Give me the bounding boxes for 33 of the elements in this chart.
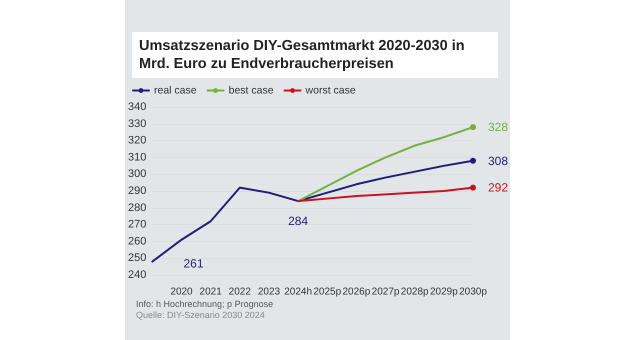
y-tick-label: 250 (128, 252, 146, 264)
y-tick-label: 300 (128, 168, 146, 180)
x-tick-label: 2028p (400, 286, 430, 298)
chart-title: Umsatzszenario DIY-Gesamtmarkt 2020-2030 in Mrd. Euro zu Endverbraucherpreisen (132, 32, 498, 78)
y-tick-label: 330 (128, 118, 146, 130)
text: Info: h Hochrechnung; p Prognose (136, 299, 274, 310)
y-tick-label: 280 (128, 202, 146, 214)
x-tick-label: 2023 (258, 286, 281, 298)
data-label: 308 (488, 154, 508, 168)
y-tick-label: 290 (128, 185, 146, 197)
y-tick-label: 340 (128, 101, 146, 113)
x-tick-label: 2021 (200, 286, 222, 298)
legend-label: real case (154, 84, 197, 96)
x-tick-label: 2025p (313, 286, 342, 298)
x-tick-label: 2022 (228, 286, 252, 298)
y-tick-label: 240 (128, 269, 146, 281)
x-tick-label: 2027p (372, 286, 400, 298)
y-tick-label: 260 (128, 235, 146, 248)
y-tick-label: 310 (128, 151, 146, 164)
legend-label: best case (228, 84, 274, 96)
source-note: Quelle: DIY-Szenario 2030 2024 (136, 310, 266, 321)
x-tick-label: 2024h (284, 286, 312, 298)
y-tick-label: 270 (128, 218, 146, 231)
x-tick-label: 2020 (170, 286, 194, 298)
data-label: 261 (183, 256, 204, 271)
data-label: 292 (488, 180, 508, 195)
data-label: 328 (488, 120, 508, 134)
data-label: 284 (288, 214, 308, 228)
x-tick-label: 2026p (342, 286, 371, 298)
x-tick-label: 2030p (459, 286, 488, 298)
y-tick-label: 320 (128, 134, 146, 147)
legend-label: worst case (304, 84, 356, 96)
x-tick-label: 2029p (430, 286, 458, 298)
